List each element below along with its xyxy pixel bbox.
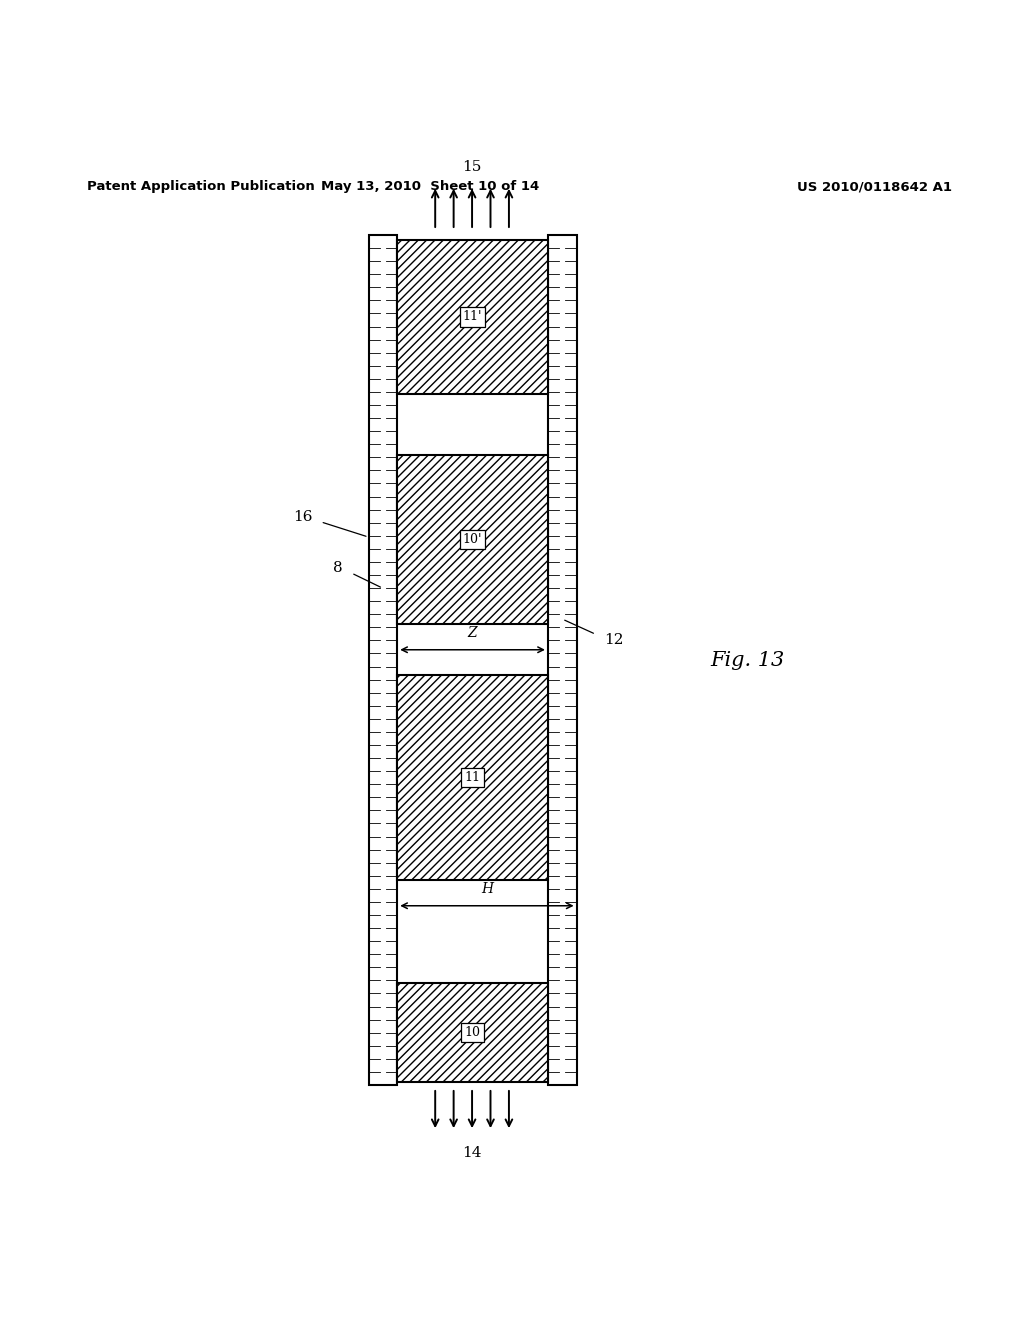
Text: 15: 15 [463, 160, 481, 174]
Text: 8: 8 [334, 561, 343, 574]
Text: 10: 10 [465, 1026, 480, 1039]
Bar [397, 455, 548, 624]
Bar [397, 982, 548, 1082]
Text: 12: 12 [604, 632, 624, 647]
Text: 11': 11' [463, 310, 482, 323]
Text: 11: 11 [465, 771, 480, 784]
Text: H: H [481, 882, 493, 895]
Text: 10': 10' [463, 533, 482, 546]
Bar [397, 240, 548, 393]
Bar [369, 235, 397, 1085]
Text: May 13, 2010  Sheet 10 of 14: May 13, 2010 Sheet 10 of 14 [321, 181, 540, 194]
Bar [548, 235, 577, 1085]
Text: 14: 14 [462, 1146, 482, 1160]
Text: US 2010/0118642 A1: US 2010/0118642 A1 [798, 181, 952, 194]
Text: Fig. 13: Fig. 13 [711, 651, 784, 669]
Text: Z: Z [468, 626, 477, 639]
Bar [397, 676, 548, 880]
Text: Patent Application Publication: Patent Application Publication [87, 181, 314, 194]
Text: 16: 16 [293, 510, 312, 524]
